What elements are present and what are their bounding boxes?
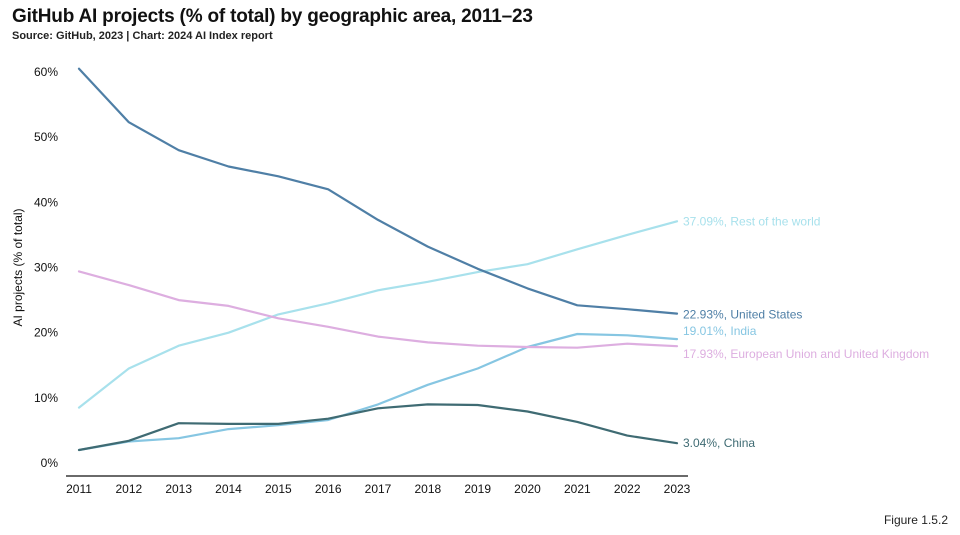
y-tick-label: 50% <box>34 130 58 144</box>
series-line-china <box>77 403 679 452</box>
series-line-rest-of-the-world <box>77 220 679 409</box>
x-tick-label: 2022 <box>614 482 641 496</box>
series-lines <box>77 67 679 452</box>
x-tick-label: 2018 <box>414 482 441 496</box>
x-tick-label: 2017 <box>365 482 392 496</box>
series-end-labels: 37.09%, Rest of the world 22.93%, United … <box>683 214 929 450</box>
x-tick-label: 2013 <box>165 482 192 496</box>
series-end-label: 17.93%, European Union and United Kingdo… <box>683 347 929 361</box>
series-line-india <box>77 332 679 452</box>
chart-source: Source: GitHub, 2023 | Chart: 2024 AI In… <box>12 30 273 42</box>
series-end-label: 22.93%, United States <box>683 308 802 322</box>
series-end-label: 37.09%, Rest of the world <box>683 214 820 228</box>
series-line-united-states <box>77 67 679 315</box>
y-tick-label: 40% <box>34 195 58 209</box>
chart-title: GitHub AI projects (% of total) by geogr… <box>12 6 533 27</box>
x-tick-label: 2012 <box>115 482 142 496</box>
x-tick-label: 2016 <box>315 482 342 496</box>
y-axis-ticks: 0% 10% 20% 30% 40% 50% 60% <box>34 65 58 470</box>
y-tick-label: 0% <box>41 456 59 470</box>
x-tick-label: 2021 <box>564 482 591 496</box>
y-tick-label: 20% <box>34 326 58 340</box>
y-tick-label: 30% <box>34 261 58 275</box>
y-tick-label: 10% <box>34 391 58 405</box>
x-tick-label: 2014 <box>215 482 242 496</box>
x-axis-ticks: 2011 2012 2013 2014 2015 2016 2017 2018 2019 2020… <box>66 482 691 496</box>
x-tick-label: 2011 <box>66 482 92 496</box>
y-tick-label: 60% <box>34 65 58 79</box>
x-tick-label: 2019 <box>464 482 491 496</box>
y-axis-title: AI projects (% of total) <box>11 208 25 326</box>
series-line-european-union-and-united-kingdom <box>77 270 679 349</box>
series-end-label: 19.01%, India <box>683 324 757 338</box>
x-tick-label: 2023 <box>664 482 691 496</box>
x-tick-label: 2015 <box>265 482 292 496</box>
x-tick-label: 2020 <box>514 482 541 496</box>
series-end-label: 3.04%, China <box>683 436 755 450</box>
figure-label: Figure 1.5.2 <box>883 513 948 527</box>
